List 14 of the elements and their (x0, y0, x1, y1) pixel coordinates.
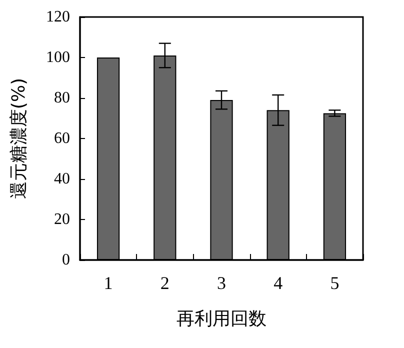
x-tick-label: 2 (160, 273, 170, 293)
x-tick-label: 5 (330, 273, 340, 293)
y-tick-label: 20 (54, 211, 70, 228)
x-tick-label: 4 (274, 273, 283, 293)
x-tick-label: 1 (104, 273, 113, 293)
y-tick-label: 60 (54, 130, 70, 147)
y-axis-title: 還元糖濃度(%) (8, 78, 30, 200)
y-tick-label: 120 (46, 8, 70, 26)
x-tick-label: 3 (217, 273, 226, 293)
x-axis-title: 再利用回数 (176, 308, 266, 330)
y-tick-label: 80 (54, 90, 70, 106)
y-tick-label: 40 (54, 170, 70, 188)
y-tick-label: 100 (46, 49, 70, 66)
y-tick-label: 0 (62, 252, 70, 268)
